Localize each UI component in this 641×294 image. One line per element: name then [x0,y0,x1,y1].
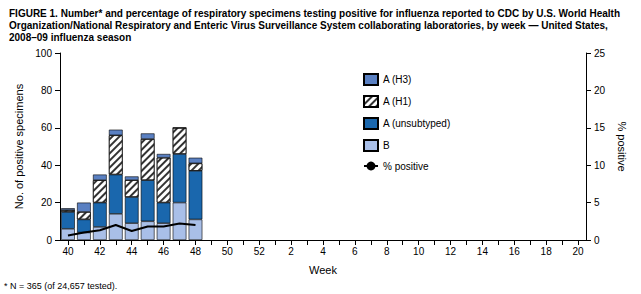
svg-text:B: B [383,140,390,151]
svg-text:A (unsubtyped): A (unsubtyped) [383,118,450,129]
svg-text:A (H3): A (H3) [383,74,411,85]
svg-text:15: 15 [594,122,606,133]
svg-text:10: 10 [594,160,606,171]
svg-text:6: 6 [352,246,358,257]
svg-text:20: 20 [594,85,606,96]
svg-text:% positive: % positive [383,161,429,172]
svg-text:16: 16 [509,246,521,257]
svg-text:46: 46 [158,246,170,257]
svg-text:% positive: % positive [616,121,628,171]
svg-text:40: 40 [62,246,74,257]
svg-text:44: 44 [126,246,138,257]
svg-text:12: 12 [445,246,457,257]
svg-text:14: 14 [477,246,489,257]
svg-text:8: 8 [384,246,390,257]
svg-text:A (H1): A (H1) [383,96,411,107]
svg-text:20: 20 [572,246,584,257]
svg-text:40: 40 [41,160,53,171]
svg-text:60: 60 [41,122,53,133]
svg-text:4: 4 [320,246,326,257]
svg-text:80: 80 [41,85,53,96]
svg-text:42: 42 [94,246,106,257]
svg-text:48: 48 [190,246,202,257]
svg-text:Week: Week [309,264,337,276]
svg-text:FIGURE 1. Number* and percenta: FIGURE 1. Number* and percentage of resp… [9,8,623,19]
svg-text:* N = 365 (of 24,657 tested).: * N = 365 (of 24,657 tested). [4,281,117,291]
svg-text:52: 52 [254,246,266,257]
svg-text:0: 0 [46,235,52,246]
svg-text:18: 18 [541,246,553,257]
svg-text:2: 2 [288,246,294,257]
svg-text:50: 50 [222,246,234,257]
svg-text:25: 25 [594,48,606,59]
svg-text:100: 100 [35,48,52,59]
svg-text:10: 10 [413,246,425,257]
svg-text:No. of positive specimens: No. of positive specimens [13,83,25,209]
svg-text:Organization/National Respirat: Organization/National Respiratory and En… [9,20,611,31]
svg-text:5: 5 [594,197,600,208]
svg-text:20: 20 [41,197,53,208]
svg-text:2008–09 influenza season: 2008–09 influenza season [9,32,131,43]
svg-text:0: 0 [594,235,600,246]
